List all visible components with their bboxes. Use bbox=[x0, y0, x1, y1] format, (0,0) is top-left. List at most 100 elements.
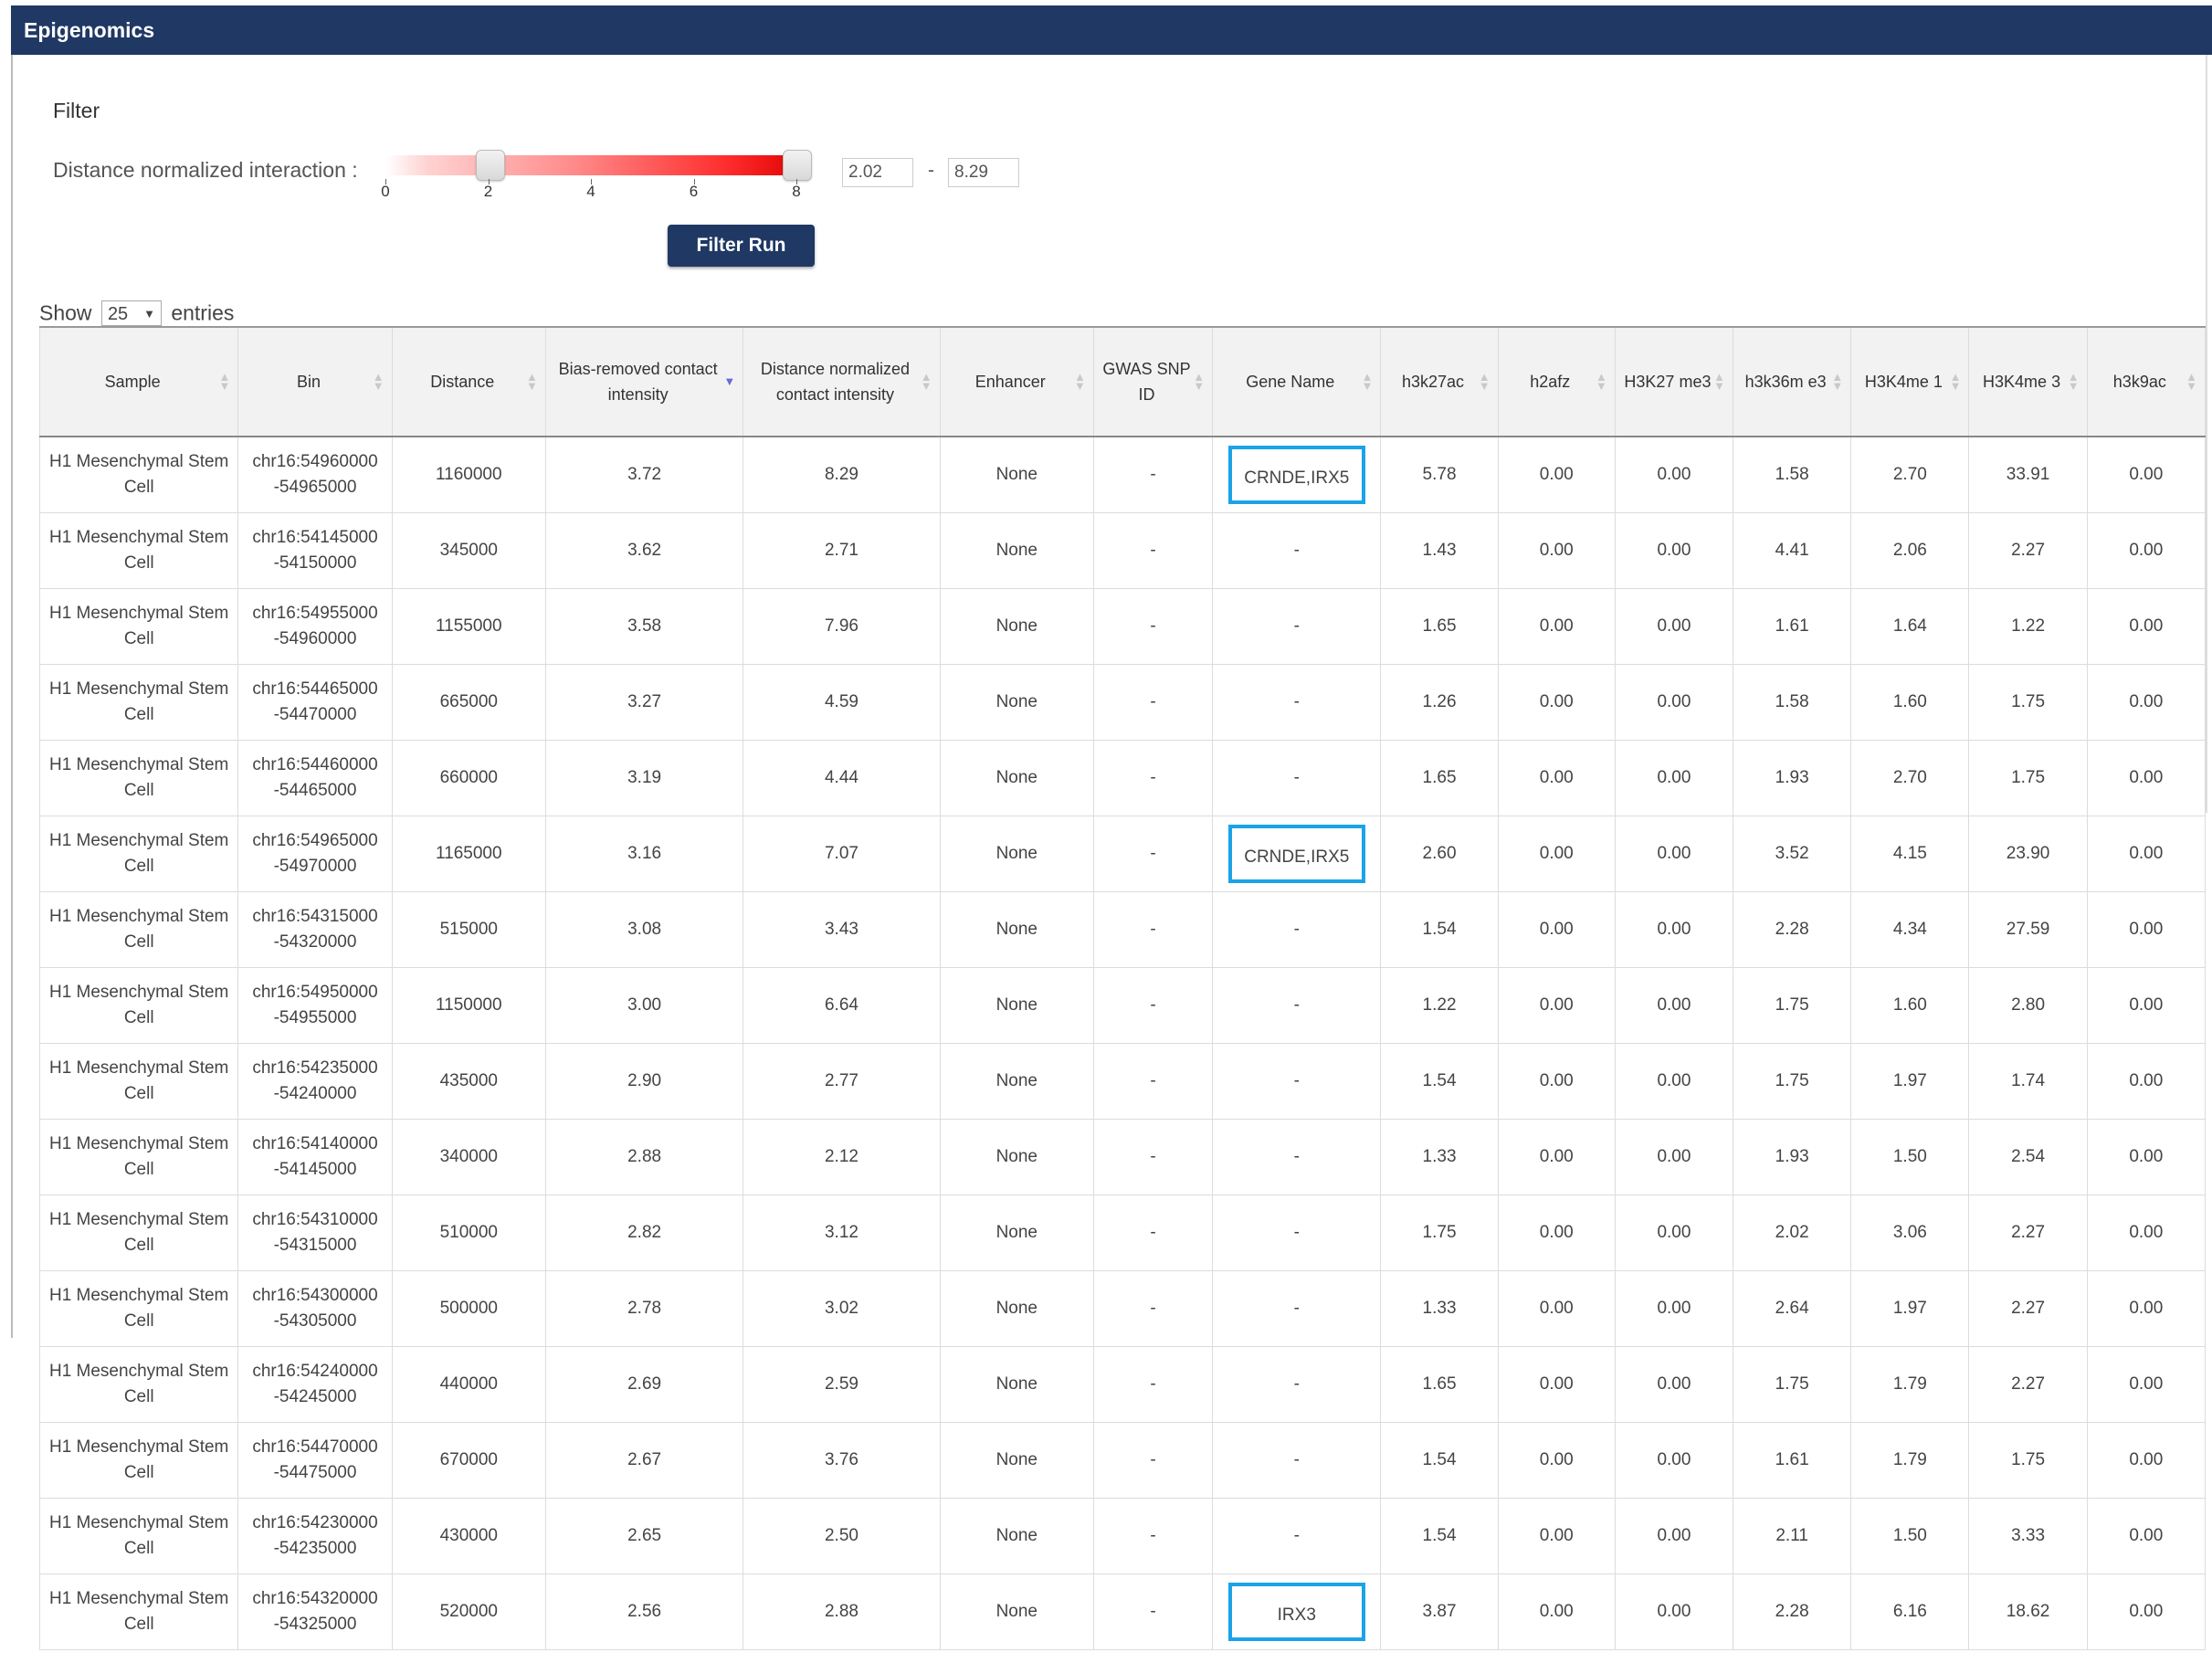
table-cell: 1.58 bbox=[1733, 437, 1851, 513]
table-cell: 2.80 bbox=[1968, 967, 2088, 1044]
column-header[interactable]: h3k27ac ▲ ▼ bbox=[1380, 326, 1499, 437]
cell-value: - bbox=[1150, 1071, 1156, 1090]
cell-value: 0.00 bbox=[1657, 541, 1691, 560]
table-cell: 2.77 bbox=[743, 1043, 941, 1120]
cell-value: 0.00 bbox=[1539, 920, 1574, 939]
table-cell: None bbox=[939, 1346, 1094, 1423]
column-header[interactable]: H3K27 me3 ▲ ▼ bbox=[1614, 326, 1733, 437]
column-header[interactable]: GWAS SNP ID ▲ ▼ bbox=[1092, 326, 1213, 437]
cell-value: 0.00 bbox=[1539, 1223, 1574, 1242]
column-header[interactable]: h3k36m e3 ▲ ▼ bbox=[1733, 326, 1851, 437]
column-header[interactable]: h2afz ▲ ▼ bbox=[1497, 326, 1616, 437]
column-header[interactable]: Distance normalized contact intensity ▲ ▼ bbox=[743, 326, 941, 437]
cell-value: 0.00 bbox=[1539, 1526, 1574, 1545]
table-cell: - bbox=[1092, 816, 1213, 892]
cell-value: 23.90 bbox=[2006, 844, 2050, 863]
table-cell: 2.28 bbox=[1733, 1574, 1851, 1650]
cell-value: 2.50 bbox=[824, 1526, 858, 1545]
table-cell: H1 Mesenchymal Stem Cell bbox=[38, 1574, 238, 1650]
cell-value: None bbox=[995, 1223, 1038, 1242]
cell-value: 0.00 bbox=[2129, 465, 2164, 484]
cell-value: None bbox=[995, 616, 1038, 636]
table-cell: 1.65 bbox=[1380, 588, 1499, 665]
table-cell: 500000 bbox=[391, 1270, 546, 1347]
table-cell: 1150000 bbox=[391, 967, 546, 1044]
max-value-input[interactable]: 8.29 bbox=[948, 158, 1019, 187]
cell-value: 0.00 bbox=[2129, 541, 2164, 560]
table-cell: 1.58 bbox=[1733, 664, 1851, 741]
cell-value: 3.06 bbox=[1892, 1223, 1927, 1242]
filter-run-button[interactable]: Filter Run bbox=[668, 225, 815, 267]
cell-value: H1 Mesenchymal Stem Cell bbox=[48, 452, 229, 497]
cell-value: - bbox=[1150, 1299, 1156, 1318]
table-cell: chr16:54955000 -54960000 bbox=[237, 588, 393, 665]
cell-value: 2.11 bbox=[1775, 1526, 1808, 1545]
column-header[interactable]: Enhancer ▲ ▼ bbox=[939, 326, 1094, 437]
table-cell: 2.11 bbox=[1733, 1498, 1851, 1574]
slider-tick bbox=[591, 179, 592, 184]
table-cell: H1 Mesenchymal Stem Cell bbox=[38, 1043, 238, 1120]
table-cell: 1.33 bbox=[1380, 1119, 1499, 1195]
table-cell: chr16:54460000 -54465000 bbox=[237, 740, 393, 816]
cell-value: 2.02 bbox=[1775, 1223, 1809, 1242]
column-header[interactable]: Bias-removed contact intensity ▼ bbox=[544, 326, 743, 437]
cell-value: 0.00 bbox=[2129, 920, 2164, 939]
table-cell: CRNDE,IRX5 bbox=[1212, 437, 1381, 513]
table-cell: None bbox=[939, 512, 1094, 589]
table-cell: 1.60 bbox=[1850, 967, 1969, 1044]
cell-value: 1.75 bbox=[1775, 1071, 1809, 1090]
cell-value: 0.00 bbox=[1539, 541, 1574, 560]
cell-value: 340000 bbox=[439, 1147, 498, 1166]
range-slider[interactable]: 0 2 4 6 8 bbox=[381, 150, 812, 200]
column-header[interactable]: Gene Name ▲ ▼ bbox=[1212, 326, 1381, 437]
cell-value: 3.62 bbox=[627, 541, 662, 560]
slider-handle-min[interactable] bbox=[475, 150, 505, 181]
cell-value: 0.00 bbox=[2129, 1223, 2164, 1242]
table-cell: 3.52 bbox=[1733, 816, 1851, 892]
entries-select[interactable]: 25 ▼ bbox=[100, 300, 162, 326]
column-header[interactable]: Sample ▲ ▼ bbox=[38, 326, 238, 437]
cell-value: 2.28 bbox=[1775, 1602, 1809, 1621]
cell-value: 0.00 bbox=[1539, 1147, 1574, 1166]
table-cell: None bbox=[939, 1043, 1094, 1120]
column-header[interactable]: Distance ▲ ▼ bbox=[391, 326, 546, 437]
table-cell: H1 Mesenchymal Stem Cell bbox=[38, 1498, 238, 1574]
table-cell: 0.00 bbox=[1614, 891, 1733, 968]
cell-value: 0.00 bbox=[1657, 1450, 1691, 1469]
table-cell: 0.00 bbox=[2086, 967, 2207, 1044]
table-cell: None bbox=[939, 437, 1094, 513]
cell-value: None bbox=[995, 465, 1038, 484]
cell-value: 0.00 bbox=[1657, 465, 1691, 484]
cell-value: - bbox=[1293, 692, 1300, 711]
cell-value: 1.43 bbox=[1422, 541, 1457, 560]
cell-value: 1.75 bbox=[2011, 692, 2046, 711]
chevron-down-icon: ▼ bbox=[143, 306, 155, 321]
column-header[interactable]: H3K4me 3 ▲ ▼ bbox=[1968, 326, 2088, 437]
column-header[interactable]: h3k9ac ▲ ▼ bbox=[2086, 326, 2207, 437]
slider-handle-max[interactable] bbox=[783, 150, 812, 181]
min-value-input[interactable]: 2.02 bbox=[842, 158, 913, 187]
cell-value: 3.16 bbox=[627, 844, 662, 863]
cell-value: chr16:54235000 -54240000 bbox=[252, 1058, 378, 1103]
sort-icon: ▲ ▼ bbox=[1074, 370, 1086, 393]
cell-value: - bbox=[1293, 1526, 1300, 1545]
cell-value: 0.00 bbox=[2129, 1071, 2164, 1090]
table-cell: 2.71 bbox=[743, 512, 941, 589]
table-cell: - bbox=[1092, 1043, 1213, 1120]
column-header[interactable]: H3K4me 1 ▲ ▼ bbox=[1850, 326, 1969, 437]
page-title: Epigenomics bbox=[24, 18, 155, 42]
slider-tick bbox=[385, 179, 386, 184]
cell-value: chr16:54310000 -54315000 bbox=[252, 1210, 378, 1255]
cell-value: - bbox=[1150, 1147, 1156, 1166]
column-header-label: Bias-removed contact intensity bbox=[558, 360, 718, 404]
table-cell: 3.12 bbox=[743, 1195, 941, 1271]
table-cell: 0.00 bbox=[1614, 1195, 1733, 1271]
cell-value: 3.76 bbox=[824, 1450, 858, 1469]
column-header[interactable]: Bin ▲ ▼ bbox=[237, 326, 393, 437]
cell-value: 2.80 bbox=[2011, 995, 2046, 1015]
slider-track[interactable] bbox=[385, 155, 806, 175]
table-row: H1 Mesenchymal Stem Cell chr16:54310000 -… bbox=[38, 1195, 2207, 1271]
table-cell: 435000 bbox=[391, 1043, 546, 1120]
cell-value: 0.00 bbox=[2129, 1147, 2164, 1166]
table-cell: 0.00 bbox=[1497, 891, 1616, 968]
